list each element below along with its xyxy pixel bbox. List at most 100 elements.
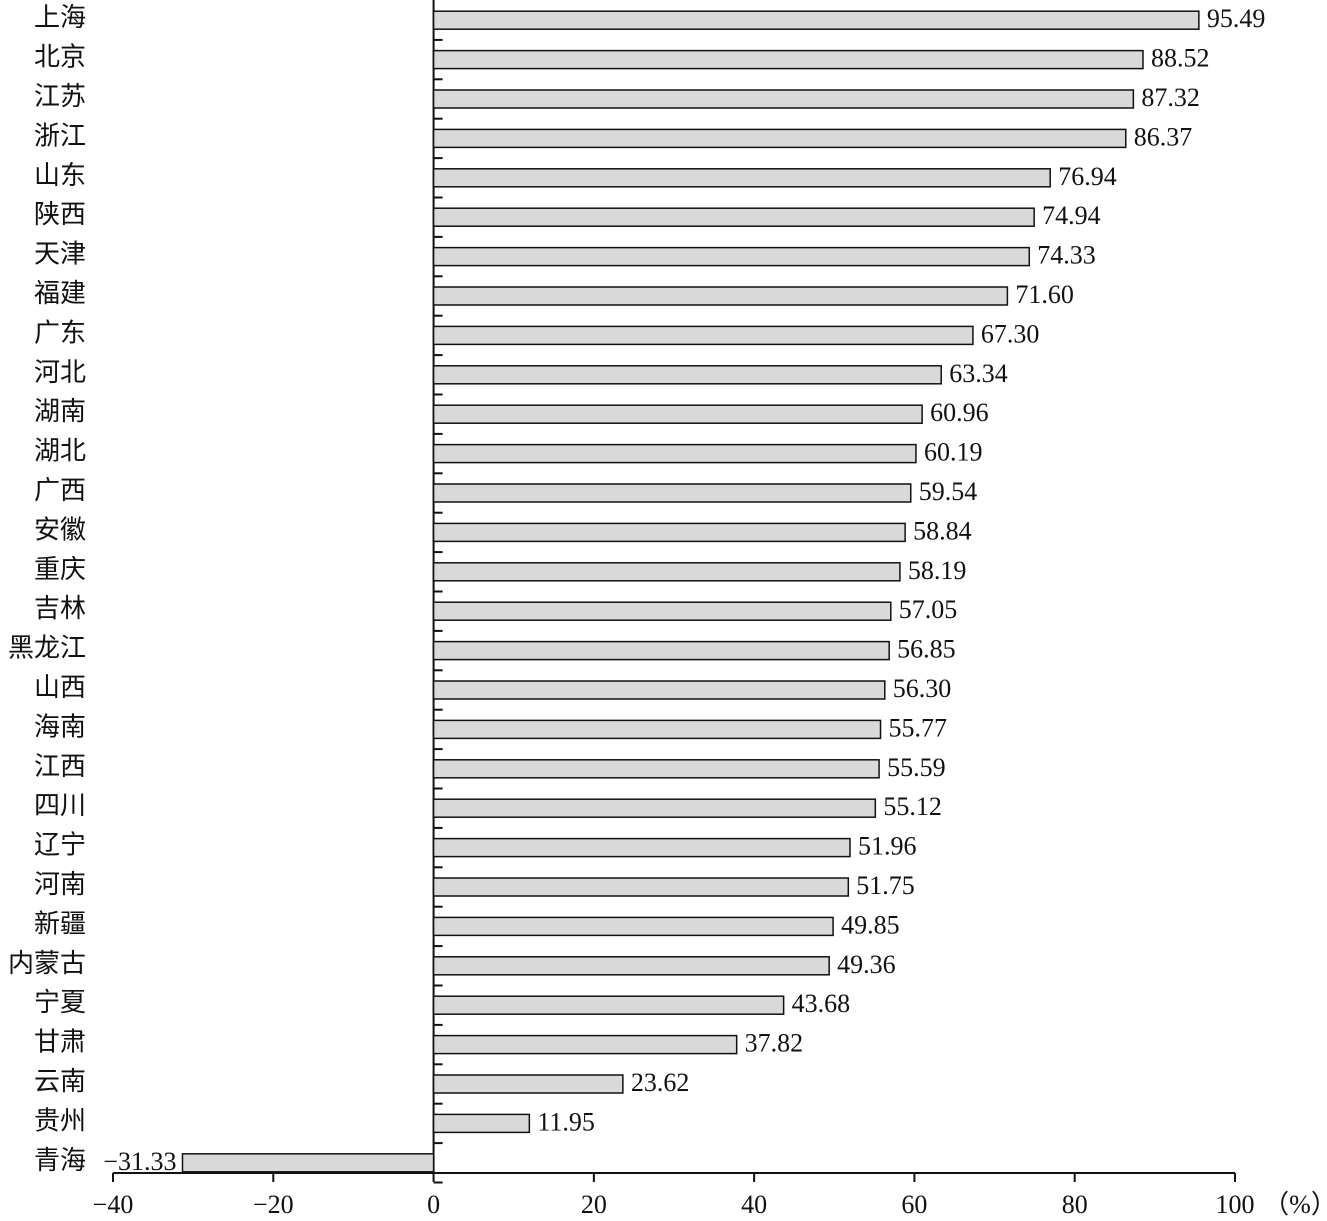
- x-tick-label: 100: [1216, 1190, 1255, 1219]
- x-tick-label: −40: [93, 1190, 134, 1219]
- bar: [432, 89, 1135, 109]
- bar: [432, 128, 1127, 149]
- data-label: 87.32: [1141, 83, 1200, 112]
- data-label: 60.19: [924, 438, 983, 467]
- y-tick-label: 四川: [34, 791, 86, 820]
- data-label: 56.85: [897, 635, 956, 664]
- data-label: 55.77: [889, 713, 948, 742]
- data-label: 55.12: [883, 792, 942, 821]
- bar: [432, 286, 1009, 306]
- bar: [432, 680, 886, 700]
- y-tick-label: 海南: [34, 712, 86, 741]
- x-tick-label: 0: [427, 1190, 440, 1219]
- bar: [432, 365, 942, 385]
- y-tick-label: 北京: [34, 43, 86, 72]
- bar: [181, 1153, 435, 1173]
- y-tick-label: 辽宁: [34, 831, 86, 860]
- y-tick-label: 福建: [34, 279, 86, 308]
- data-label: 86.37: [1134, 122, 1193, 151]
- bar: [432, 1074, 624, 1094]
- data-label: 49.85: [841, 910, 900, 939]
- data-label: 60.96: [930, 398, 989, 427]
- y-tick-label: 陕西: [34, 200, 86, 229]
- data-label: 11.95: [537, 1107, 595, 1136]
- y-tick-label: 内蒙古: [8, 949, 86, 978]
- data-label: 95.49: [1207, 4, 1266, 33]
- data-label: 59.54: [919, 477, 978, 506]
- x-tick-label: −20: [253, 1190, 294, 1219]
- y-tick-label: 浙江: [34, 121, 86, 150]
- bar: [432, 837, 851, 858]
- x-axis-label: （%）: [1263, 1190, 1327, 1219]
- bar: [432, 877, 850, 897]
- bar: [432, 640, 890, 661]
- data-label: −31.33: [103, 1147, 176, 1176]
- bar: [432, 916, 834, 937]
- data-label: 71.60: [1015, 280, 1074, 309]
- bar: [432, 601, 892, 621]
- data-label: 57.05: [899, 595, 958, 624]
- bar: [432, 483, 912, 503]
- data-label: 88.52: [1151, 44, 1210, 73]
- data-label: 51.96: [858, 832, 917, 861]
- data-label: 51.75: [856, 871, 915, 900]
- bar: [432, 168, 1051, 188]
- y-tick-label: 河北: [34, 358, 86, 387]
- y-tick-label: 山西: [34, 673, 86, 702]
- y-tick-label: 河南: [34, 870, 86, 899]
- y-tick-label: 新疆: [34, 909, 86, 938]
- y-tick-label: 安徽: [34, 515, 86, 544]
- y-tick-label: 山东: [34, 161, 86, 190]
- bar: [432, 10, 1200, 30]
- data-label: 23.62: [631, 1068, 690, 1097]
- y-tick-label: 广东: [34, 318, 86, 347]
- data-label: 43.68: [792, 989, 851, 1018]
- data-label: 67.30: [981, 319, 1040, 348]
- x-tick-label: 20: [581, 1190, 607, 1219]
- bar: [432, 325, 974, 346]
- bar: [432, 995, 785, 1015]
- y-tick-label: 湖南: [34, 397, 86, 426]
- bar: [432, 522, 906, 543]
- y-tick-label: 黑龙江: [8, 634, 86, 663]
- y-tick-label: 重庆: [34, 555, 86, 584]
- bar: [432, 207, 1035, 227]
- data-label: 49.36: [837, 950, 896, 979]
- y-tick-label: 云南: [34, 1067, 86, 1096]
- y-tick-label: 上海: [34, 3, 86, 32]
- bar: [432, 49, 1144, 70]
- y-tick-label: 甘肃: [34, 1028, 86, 1057]
- data-label: 58.84: [913, 516, 972, 545]
- bar: [432, 404, 923, 424]
- y-tick-label: 湖北: [34, 437, 86, 466]
- bar: [432, 956, 830, 976]
- y-tick-label: 吉林: [34, 594, 86, 623]
- x-tick-label: 40: [741, 1190, 767, 1219]
- x-tick-label: 80: [1062, 1190, 1088, 1219]
- data-label: 74.33: [1037, 241, 1096, 270]
- data-label: 76.94: [1058, 162, 1117, 191]
- bar: [432, 1113, 531, 1134]
- data-label: 37.82: [745, 1029, 804, 1058]
- bar: [432, 798, 877, 818]
- y-tick-label: 天津: [34, 240, 86, 269]
- y-tick-label: 贵州: [34, 1106, 86, 1135]
- bar: [432, 1034, 738, 1055]
- data-label: 56.30: [893, 674, 952, 703]
- bar: [432, 719, 882, 740]
- x-tick-label: 60: [901, 1190, 927, 1219]
- y-tick-label: 青海: [34, 1146, 86, 1175]
- y-tick-label: 广西: [34, 476, 86, 505]
- bar: [432, 562, 901, 582]
- data-label: 63.34: [949, 359, 1008, 388]
- y-tick-label: 宁夏: [34, 988, 86, 1017]
- bar: [432, 759, 880, 779]
- y-tick-label: 江苏: [34, 82, 86, 111]
- y-tick-label: 江西: [34, 752, 86, 781]
- data-label: 58.19: [908, 556, 967, 585]
- bar: [432, 246, 1031, 267]
- data-label: 55.59: [887, 753, 946, 782]
- data-label: 74.94: [1042, 201, 1101, 230]
- bar: [432, 443, 917, 464]
